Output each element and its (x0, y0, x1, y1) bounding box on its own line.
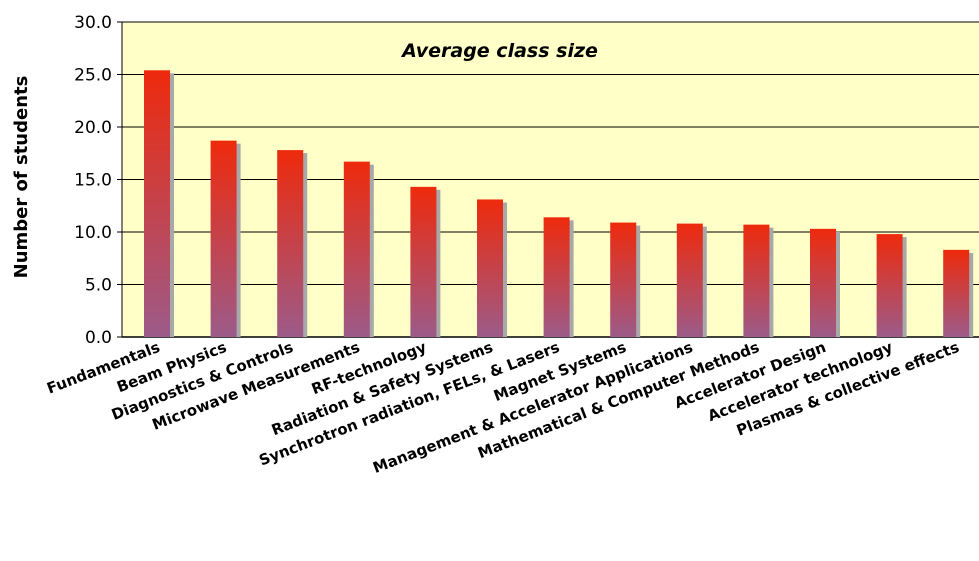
bar (743, 224, 770, 337)
bar (343, 161, 370, 337)
bar (210, 140, 237, 337)
bar (410, 186, 437, 337)
y-tick-label: 20.0 (74, 118, 112, 138)
bar (277, 150, 304, 337)
bar (144, 70, 170, 338)
bar (610, 222, 637, 337)
y-tick-label: 5.0 (85, 276, 112, 296)
bar (810, 228, 836, 337)
y-tick-label: 0.0 (85, 328, 112, 348)
y-tick-label: 10.0 (74, 223, 112, 243)
bar (543, 217, 570, 337)
bar (477, 199, 503, 337)
bars (144, 70, 974, 338)
bar (676, 223, 703, 337)
y-tick-label: 30.0 (74, 13, 112, 33)
y-tick-label: 25.0 (74, 66, 112, 86)
bar (876, 234, 903, 337)
y-axis-ticks: 0.0 5.0 10.0 15.0 20.0 25.0 30.0 (74, 13, 123, 348)
y-tick-label: 15.0 (74, 171, 112, 191)
bar (943, 249, 970, 337)
y-axis-title: Number of students (11, 76, 32, 279)
chart-title: Average class size (400, 40, 598, 62)
